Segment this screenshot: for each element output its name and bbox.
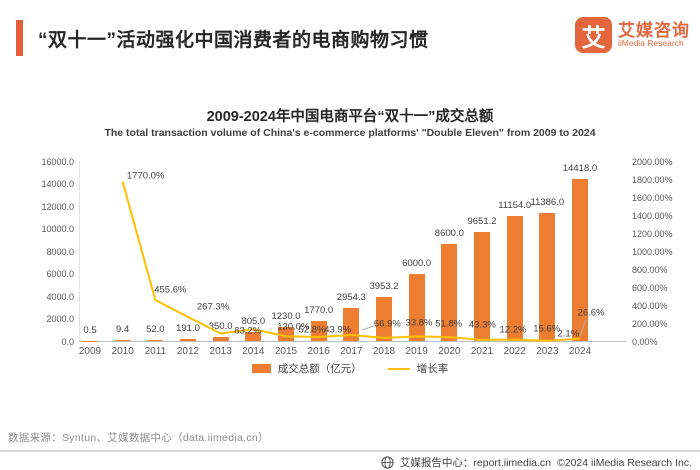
x-axis-label: 2012 bbox=[176, 346, 200, 357]
bar-value-label: 191.0 bbox=[176, 322, 200, 334]
growth-rate-label: 83.2% bbox=[234, 325, 262, 336]
x-axis-label: 2014 bbox=[242, 346, 265, 357]
bar-value-label: 0.5 bbox=[83, 324, 97, 336]
x-axis-label: 2010 bbox=[111, 346, 134, 357]
globe-icon bbox=[381, 456, 394, 469]
x-axis-label: 2019 bbox=[405, 346, 428, 357]
x-axis-label: 2021 bbox=[470, 346, 494, 357]
x-axis-label: 2013 bbox=[209, 346, 232, 357]
chart-title: 2009-2024年中国电商平台“双十一”成交总额 bbox=[206, 109, 494, 125]
bar-value-label: 1770.0 bbox=[304, 305, 334, 317]
x-axis-label: 2024 bbox=[568, 346, 592, 357]
x-axis-label: 2009 bbox=[78, 346, 102, 357]
y-axis-tick-right: 1000.00% bbox=[632, 246, 673, 257]
y-axis-line bbox=[79, 161, 80, 341]
y-axis-tick-left: 4000.0 bbox=[46, 291, 74, 302]
bar bbox=[539, 212, 556, 341]
x-axis-label: 2022 bbox=[503, 346, 526, 357]
growth-rate-label: 15.6% bbox=[533, 323, 561, 335]
iimedia-logo-icon: 艾 bbox=[575, 17, 612, 53]
x-axis-label: 2023 bbox=[536, 346, 559, 357]
growth-rate-label: 52.8% bbox=[298, 324, 326, 336]
y-axis-tick-right: 600.00% bbox=[632, 282, 668, 293]
bar-value-label: 350.0 bbox=[208, 321, 233, 333]
bar bbox=[180, 338, 196, 341]
bar-value-label: 11154.0 bbox=[498, 199, 532, 211]
growth-rate-label: 26.6% bbox=[577, 307, 605, 319]
bar-value-label: 9.4 bbox=[116, 324, 130, 336]
bar-value-label: 2954.3 bbox=[336, 291, 366, 303]
x-axis-line bbox=[79, 341, 626, 342]
iimedia-logo: 艾 艾媒咨询 iiMedia Research bbox=[575, 17, 690, 53]
legend-bar-label: 成交总额（亿元） bbox=[277, 363, 362, 375]
title-accent-bar bbox=[16, 20, 23, 56]
chart-legend: 成交总额（亿元） 增长率 bbox=[0, 361, 700, 376]
legend-line-swatch bbox=[387, 367, 410, 370]
logo-text: 艾媒咨询 iiMedia Research bbox=[618, 20, 690, 49]
y-axis-tick-right: 0.00% bbox=[632, 336, 658, 347]
y-axis-tick-right: 2000.00% bbox=[632, 156, 673, 167]
y-axis-tick-left: 0.0 bbox=[61, 336, 74, 347]
growth-rate-label: 33.8% bbox=[405, 317, 433, 329]
y-axis-tick-left: 2000.0 bbox=[46, 314, 74, 324]
logo-name-en: iiMedia Research bbox=[618, 38, 684, 49]
x-axis-label: 2017 bbox=[340, 346, 363, 357]
chart-subtitle: The total transaction volume of China's … bbox=[104, 127, 596, 139]
footer-divider bbox=[0, 450, 700, 452]
legend-line-label: 增长率 bbox=[416, 363, 449, 375]
y-axis-tick-left: 14000.0 bbox=[41, 179, 74, 189]
bar-value-label: 9651.2 bbox=[467, 216, 497, 228]
legend-bar-swatch bbox=[251, 364, 271, 373]
y-axis-tick-right: 400.00% bbox=[632, 300, 668, 311]
y-axis-tick-left: 6000.0 bbox=[46, 269, 74, 279]
bar-value-label: 6000.0 bbox=[402, 257, 432, 269]
copyright-text: ©2024 iiMedia Research Inc. bbox=[557, 456, 692, 469]
data-source-note: 数据来源：Syntun、艾媒数据中心（data.iimedia.cn） bbox=[8, 432, 269, 444]
growth-rate-label: 267.3% bbox=[196, 301, 230, 313]
bar-value-label: 1230.0 bbox=[271, 311, 301, 323]
page-title: “双十一”活动强化中国消费者的电商购物习惯 bbox=[38, 30, 429, 51]
bar-value-label: 11386.0 bbox=[530, 196, 565, 208]
bar-value-label: 52.0 bbox=[146, 324, 165, 336]
y-axis-tick-left: 12000.0 bbox=[41, 201, 74, 212]
bar bbox=[212, 337, 229, 341]
growth-rate-label: 2.1% bbox=[557, 328, 580, 340]
footer-bar: 艾媒报告中心：report.iimedia.cn ©2024 iiMedia R… bbox=[381, 455, 692, 470]
growth-rate-label: 12.2% bbox=[499, 324, 527, 336]
growth-rate-label: 43.3% bbox=[468, 319, 496, 331]
growth-rate-label: 51.8% bbox=[435, 318, 463, 330]
growth-rate-label: 455.6% bbox=[154, 284, 187, 296]
x-axis-label: 2011 bbox=[144, 346, 167, 357]
y-axis-tick-right: 1400.00% bbox=[632, 210, 673, 221]
x-axis-label: 2015 bbox=[274, 346, 298, 357]
y-axis-tick-right: 200.00% bbox=[632, 318, 668, 329]
growth-rate-label: 130.0% bbox=[277, 321, 310, 333]
bar bbox=[114, 340, 131, 341]
bar-value-label: 8600.0 bbox=[434, 228, 464, 240]
y-axis-tick-left: 16000.0 bbox=[41, 156, 74, 167]
bar-value-label: 14418.0 bbox=[562, 162, 598, 174]
y-axis-tick-right: 1200.00% bbox=[632, 228, 673, 239]
bar bbox=[147, 340, 164, 341]
growth-rate-label: 1770.0% bbox=[126, 170, 165, 182]
bar bbox=[506, 215, 523, 341]
growth-rate-label: 66.9% bbox=[373, 318, 401, 330]
y-axis-tick-left: 8000.0 bbox=[46, 246, 74, 257]
bar-value-label: 3953.2 bbox=[369, 280, 399, 292]
y-axis-tick-right: 1800.00% bbox=[632, 174, 673, 185]
x-axis-label: 2018 bbox=[372, 346, 396, 357]
y-axis-tick-left: 10000.0 bbox=[41, 224, 74, 234]
bar bbox=[408, 273, 425, 341]
growth-rate-label: 43.9% bbox=[324, 324, 352, 336]
y-axis-tick-right: 800.00% bbox=[632, 264, 668, 275]
report-center-url: 艾媒报告中心：report.iimedia.cn bbox=[399, 457, 552, 469]
x-axis-label: 2020 bbox=[438, 346, 461, 357]
logo-name-cn: 艾媒咨询 bbox=[618, 20, 690, 40]
x-axis-label: 2016 bbox=[307, 346, 330, 357]
y-axis-tick-right: 1600.00% bbox=[632, 192, 673, 203]
